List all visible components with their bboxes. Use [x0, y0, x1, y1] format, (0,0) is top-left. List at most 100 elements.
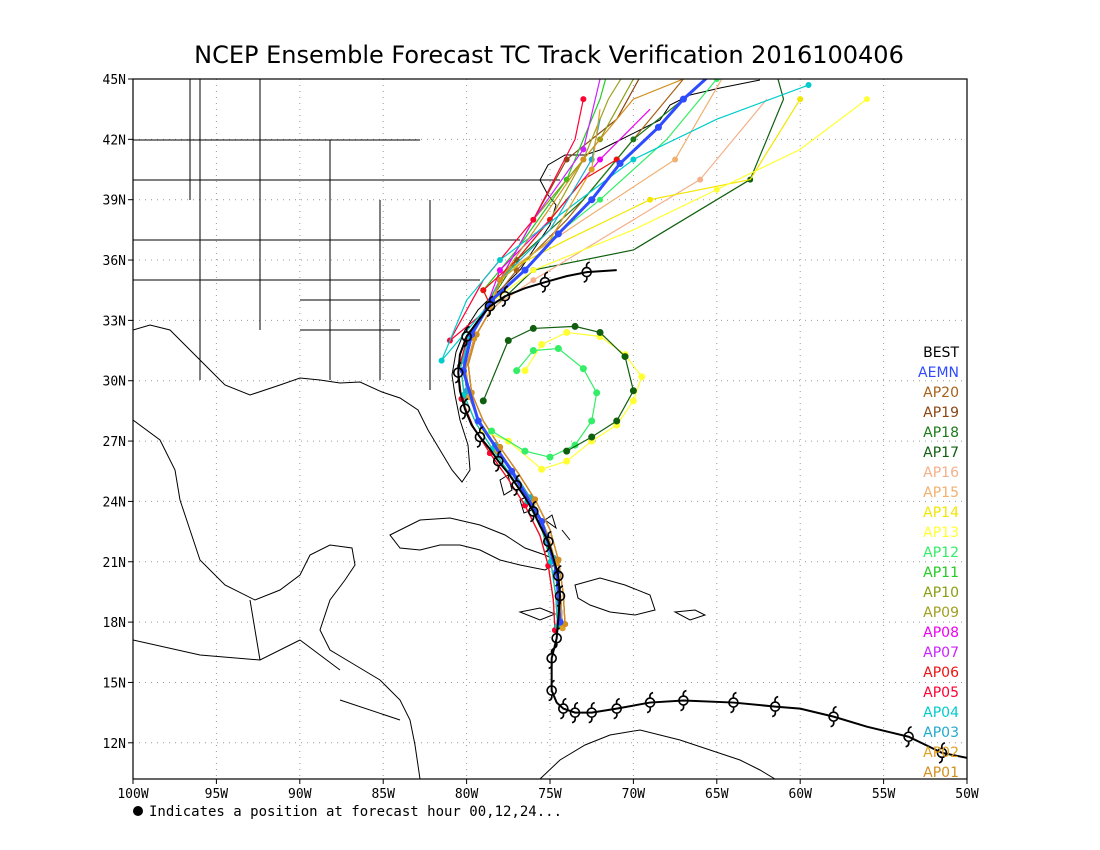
- hurricane-symbol-icon: [558, 697, 569, 720]
- ensemble-track-point: [579, 365, 587, 373]
- map-title: NCEP Ensemble Forecast TC Track Verifica…: [194, 41, 904, 69]
- y-tick-label: 30N: [103, 375, 126, 390]
- x-axis-ticks: 100W 95W 90W 85W 80W 75W 70W 65W 60W 55W 50W: [117, 779, 979, 802]
- puerto-rico: [673, 609, 707, 621]
- ensemble-track-point: [538, 341, 546, 349]
- legend-entry: AP06: [923, 665, 959, 681]
- x-tick-label: 60W: [788, 787, 812, 802]
- aemn-track-point: [679, 95, 687, 103]
- ensemble-track: [462, 119, 601, 623]
- legend-entry: AP11: [923, 565, 959, 581]
- hurricane-symbol-icon: [903, 725, 914, 748]
- ensemble-track: [465, 79, 785, 629]
- legend-entry: AP08: [923, 625, 959, 641]
- aemn-track-point: [521, 266, 529, 274]
- legend-entry: AP17: [923, 445, 959, 461]
- x-tick-label: 50W: [955, 787, 979, 802]
- hurricane-symbol-icon: [611, 697, 623, 720]
- x-tick-label: 80W: [455, 787, 479, 802]
- x-tick-label: 55W: [872, 787, 896, 802]
- ensemble-track: [457, 79, 634, 631]
- legend-entry: AP02: [923, 745, 959, 761]
- legend-entry: AP04: [923, 705, 959, 721]
- hurricane-symbol-icon: [499, 285, 511, 308]
- ensemble-track-point: [521, 367, 529, 375]
- ensemble-track-point: [629, 397, 637, 405]
- ensemble-track-point: [805, 82, 812, 89]
- hurricane-symbol-icon: [543, 530, 554, 553]
- hurricane-symbol-icon: [554, 585, 566, 607]
- ensemble-track-point: [588, 166, 595, 173]
- hurricane-symbol-icon: [551, 627, 562, 649]
- grid-lines: [132, 78, 968, 779]
- y-axis-ticks: 12N 15N 18N 21N 24N 27N 30N 33N 36N 39N 42N 45N: [103, 73, 133, 752]
- ensemble-track-point: [596, 328, 604, 336]
- hurricane-symbol-icon: [728, 691, 739, 714]
- hurricane-symbol-icon: [528, 500, 539, 523]
- ensemble-track: [449, 98, 584, 631]
- ensemble-track-point: [531, 496, 538, 503]
- ensemble-track-point: [571, 322, 579, 330]
- x-tick-label: 90W: [288, 787, 312, 802]
- ensemble-track-point: [580, 146, 587, 153]
- legend-entry: AP03: [923, 725, 959, 741]
- ensemble-track-point: [597, 196, 604, 203]
- ensemble-track-point: [555, 556, 562, 563]
- hurricane-symbol-icon: [586, 701, 598, 724]
- ensemble-track-point: [563, 457, 571, 465]
- ensemble-track: [467, 79, 686, 625]
- ensemble-track: [460, 79, 640, 627]
- y-tick-label: 33N: [103, 314, 126, 329]
- ensemble-track-point: [513, 367, 521, 375]
- ensemble-track-point: [530, 216, 537, 223]
- ensemble-track-point: [479, 397, 487, 405]
- legend-entry: AP14: [923, 505, 959, 521]
- ensemble-track-point: [672, 156, 679, 163]
- aemn-track-point: [474, 417, 482, 425]
- x-tick-label: 95W: [205, 787, 229, 802]
- hurricane-symbol-icon: [936, 742, 948, 764]
- ensemble-track-point: [580, 156, 587, 163]
- ensemble-track-point: [588, 433, 596, 441]
- hurricane-symbol-icon: [553, 565, 564, 587]
- aemn-track-point: [588, 196, 596, 204]
- ensemble-track-point: [630, 156, 637, 163]
- hurricane-symbol-icon: [678, 689, 689, 712]
- ensemble-track-point: [546, 453, 554, 461]
- mexico-coast: [133, 419, 421, 779]
- ensemble-track-loop: [482, 325, 635, 452]
- legend-entry: AP19: [923, 405, 959, 421]
- ensemble-track-point: [713, 186, 720, 193]
- x-tick-label: 100W: [117, 787, 148, 802]
- central-america-lines: [133, 599, 401, 721]
- ensemble-track-point: [580, 96, 587, 103]
- hurricane-symbol-icon: [474, 426, 486, 448]
- best-track: [452, 261, 967, 764]
- hurricane-symbol-icon: [484, 295, 496, 318]
- footnote: Indicates a position at forecast hour 00…: [149, 804, 562, 820]
- ensemble-track-point: [538, 465, 546, 473]
- hurricane-symbol-icon: [539, 271, 551, 293]
- ensemble-track-point: [630, 136, 637, 143]
- aemn-track-point: [654, 123, 662, 131]
- ensemble-track-point: [530, 277, 537, 284]
- legend-entry: AP18: [923, 425, 959, 441]
- hurricane-symbol-icon: [492, 450, 504, 472]
- ensemble-track-point: [504, 336, 512, 344]
- legend-entry: BEST: [923, 345, 959, 361]
- ensemble-track-point: [863, 96, 870, 103]
- south-america-coast: [539, 729, 776, 779]
- x-tick-label: 85W: [371, 787, 395, 802]
- footnote-dot-icon: [133, 806, 143, 816]
- ensemble-track-point: [480, 287, 487, 294]
- ensemble-track-point: [797, 96, 804, 103]
- legend-entry: AP09: [923, 605, 959, 621]
- ensemble-track-point: [496, 277, 503, 284]
- y-tick-label: 21N: [103, 556, 126, 571]
- us-state-lines: [133, 79, 560, 390]
- ensemble-track-point: [562, 621, 569, 628]
- ensemble-track-point: [496, 267, 503, 274]
- y-tick-label: 24N: [103, 495, 126, 510]
- y-tick-label: 27N: [103, 435, 126, 450]
